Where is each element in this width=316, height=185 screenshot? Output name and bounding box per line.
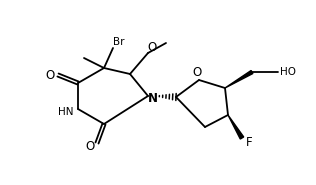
Polygon shape [228, 115, 244, 139]
Text: Br: Br [113, 37, 125, 47]
Text: N: N [148, 92, 158, 105]
Polygon shape [225, 70, 253, 88]
Text: O: O [46, 68, 55, 82]
Text: O: O [192, 65, 202, 78]
Text: HO: HO [280, 67, 296, 77]
Text: O: O [85, 140, 94, 154]
Text: F: F [246, 135, 252, 149]
Text: HN: HN [58, 107, 74, 117]
Text: O: O [147, 41, 157, 53]
